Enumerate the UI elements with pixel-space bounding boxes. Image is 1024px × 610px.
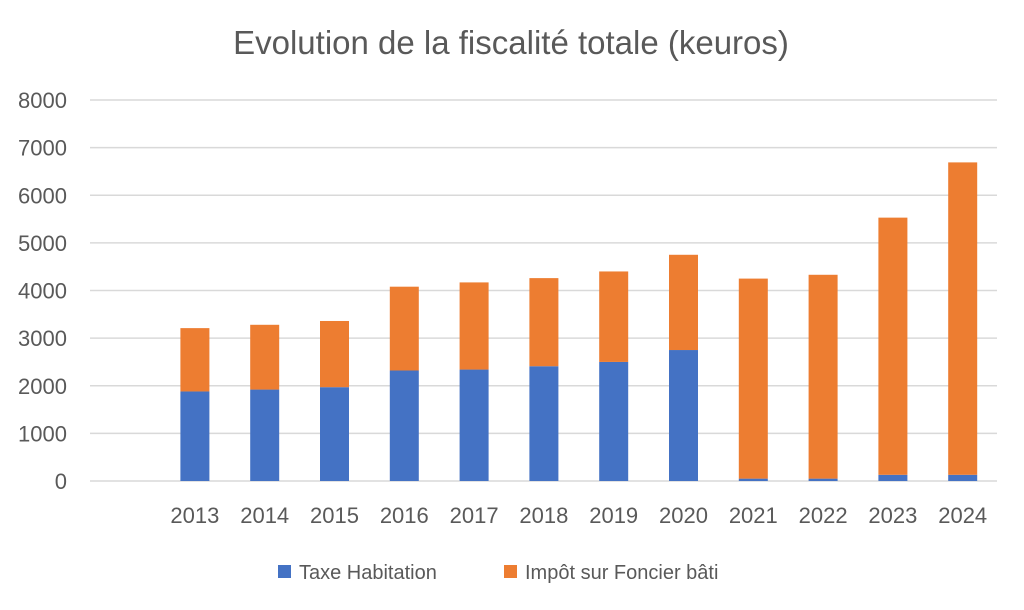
y-axis-ticks: 0 1000 2000 3000 4000 5000 6000 7000 8000 (18, 88, 67, 494)
legend-swatch (278, 565, 291, 578)
x-tick-label: 2016 (380, 503, 429, 528)
y-tick-label: 8000 (18, 88, 67, 113)
y-tick-label: 4000 (18, 279, 67, 304)
bar-taxe-habitation-2023 (878, 474, 908, 481)
bar-impot-foncier-bati-2022 (808, 274, 838, 479)
bar-impot-foncier-bati-2019 (599, 271, 629, 362)
x-tick-label: 2022 (799, 503, 848, 528)
x-tick-label: 2017 (450, 503, 499, 528)
y-tick-label: 5000 (18, 231, 67, 256)
y-tick-label: 3000 (18, 326, 67, 351)
y-tick-label: 7000 (18, 136, 67, 161)
legend-label: Impôt sur Foncier bâti (525, 562, 718, 584)
bar-taxe-habitation-2020 (669, 350, 698, 481)
legend-swatch (504, 565, 517, 578)
y-tick-label: 2000 (18, 374, 67, 399)
bar-impot-foncier-bati-2013 (180, 328, 210, 392)
bar-impot-foncier-bati-2023 (878, 217, 908, 475)
y-tick-label: 1000 (18, 421, 67, 446)
x-tick-label: 2023 (868, 503, 917, 528)
legend-label: Taxe Habitation (299, 562, 437, 584)
bar-taxe-habitation-2013 (180, 391, 210, 481)
bar-taxe-habitation-2022 (808, 478, 838, 481)
x-tick-label: 2021 (729, 503, 778, 528)
bar-impot-foncier-bati-2020 (669, 254, 698, 351)
bar-taxe-habitation-2014 (250, 389, 280, 481)
y-tick-label: 6000 (18, 183, 67, 208)
bar-impot-foncier-bati-2016 (389, 286, 419, 371)
bar-taxe-habitation-2018 (529, 366, 559, 481)
x-tick-label: 2013 (170, 503, 219, 528)
bars (180, 162, 978, 481)
x-tick-label: 2020 (659, 503, 708, 528)
bar-impot-foncier-bati-2024 (948, 162, 978, 475)
x-tick-label: 2014 (240, 503, 289, 528)
legend: Taxe Habitation Impôt sur Foncier bâti (278, 562, 718, 584)
bar-impot-foncier-bati-2018 (529, 278, 559, 367)
bar-taxe-habitation-2017 (459, 369, 489, 481)
x-tick-label: 2018 (519, 503, 568, 528)
bar-taxe-habitation-2015 (320, 387, 349, 481)
bar-taxe-habitation-2016 (389, 370, 419, 481)
bar-taxe-habitation-2021 (738, 478, 768, 481)
bar-impot-foncier-bati-2015 (320, 320, 349, 388)
bar-impot-foncier-bati-2014 (250, 324, 280, 390)
chart-title: Evolution de la fiscalité totale (keuros… (233, 24, 789, 61)
bar-taxe-habitation-2024 (948, 474, 978, 481)
x-tick-label: 2015 (310, 503, 359, 528)
x-tick-label: 2024 (938, 503, 987, 528)
bar-impot-foncier-bati-2021 (738, 278, 768, 479)
bar-impot-foncier-bati-2017 (459, 282, 489, 370)
x-tick-label: 2019 (589, 503, 638, 528)
x-axis-ticks: 2013 2014 2015 2016 2017 2018 2019 2020 2021 2022… (170, 503, 987, 528)
bar-taxe-habitation-2019 (599, 361, 629, 481)
y-tick-label: 0 (55, 469, 67, 494)
